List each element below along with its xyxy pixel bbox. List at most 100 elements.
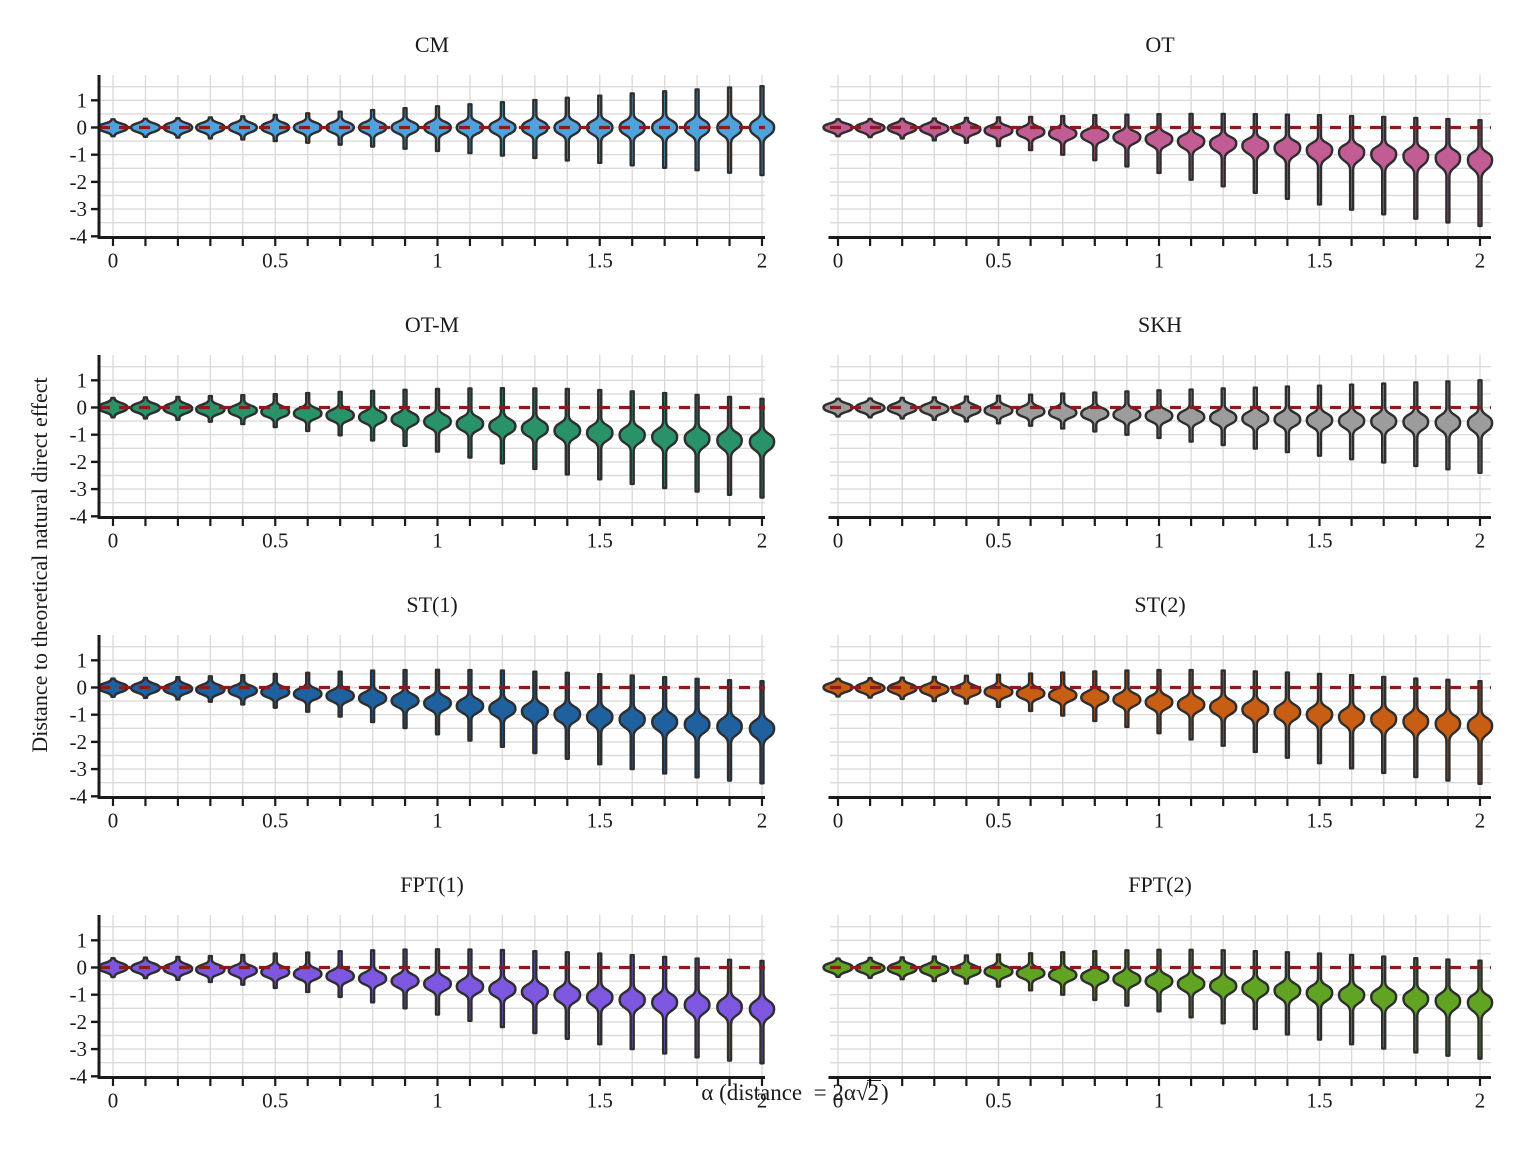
violin-shape [1337,383,1366,461]
x-tick-label: 0 [108,809,119,833]
violin-shape [520,670,549,755]
violin-shape [886,396,918,420]
x-tick-label: 0.5 [262,1089,288,1113]
x-tick-label: 0 [108,529,119,553]
violin-panel-st2: 0 0.5 1 1.5 2 [822,635,1494,833]
x-tick-label: 0 [833,809,844,833]
sqrt-sign: √ [855,1080,869,1105]
violin-shape [227,394,259,426]
x-tick-label: 0 [833,529,844,553]
x-tick-label: 1 [432,249,443,273]
violin-shape [1144,948,1174,1013]
panel-title-skh: SKH [1137,312,1183,337]
violin-shape [1434,380,1462,471]
violin-shape [1047,671,1078,717]
violin-shape [1337,953,1366,1046]
violin-shape [1305,952,1334,1041]
x-tick-label: 0.5 [262,529,288,553]
violin-shape [357,389,388,442]
violin-shape [520,98,549,160]
y-tick-label: -4 [70,224,88,248]
violin-panel-skh: 0 0.5 1 1.5 2 [822,355,1494,553]
violin-shape [618,674,646,771]
violin-shape [748,397,776,499]
violin-shape [1337,674,1366,770]
violin-shape [585,952,614,1046]
violin-shape [650,955,679,1055]
violin-shape [1273,951,1302,1036]
violin-shape [1466,680,1494,785]
x-tick-label: 0.5 [262,809,288,833]
y-tick-label: -1 [70,983,88,1007]
violin-shape [1402,381,1430,468]
violin-shape [1241,112,1270,194]
violin-shape [195,394,226,423]
violin-shape [1305,672,1334,765]
violin-shape [97,118,129,138]
violin-shape [1080,949,1110,1002]
x-tick-label: 1.5 [587,529,613,553]
violin-shape [1434,958,1462,1057]
violin-shape [390,388,420,448]
violin-shape [260,672,291,709]
violin-shape [650,391,679,490]
y-tick-label: -2 [70,450,88,474]
panel-title-fpt1: FPT(1) [400,872,464,897]
violin-shape [292,391,323,433]
x-tick-label: 2 [1475,809,1486,833]
y-tick-label: -4 [70,784,88,808]
x-tick-label: 2 [757,809,768,833]
violin-shape [1305,384,1334,457]
violin-shape [553,96,582,162]
x-axis-label-pre: α (distance = 2α [701,1080,856,1105]
violin-shape [1112,390,1142,436]
x-tick-label: 0.5 [985,1089,1011,1113]
violin-shape [951,954,982,985]
violin-shape [325,949,356,999]
violin-shape [585,672,614,766]
y-tick-label: 0 [77,676,88,700]
y-tick-label: -1 [70,703,88,727]
violin-shape [951,674,982,705]
violin-shape [488,948,517,1029]
violin-shape [1273,385,1302,454]
violin-shape [618,954,646,1051]
violin-shape [683,957,711,1059]
violin-shape [585,388,614,481]
y-tick-label: -4 [70,1064,88,1088]
x-tick-label: 1.5 [587,809,613,833]
violin-shape [1015,115,1046,152]
x-tick-label: 1.5 [1306,529,1332,553]
violin-shape [748,84,776,177]
violin-shape [292,951,323,994]
violin-shape [455,948,485,1023]
violin-shape [488,669,517,748]
violin-shape [1466,959,1494,1060]
y-tick-label: -1 [70,143,88,167]
violin-shape [1176,668,1206,741]
y-tick-label: 1 [77,928,88,952]
violin-shape [918,117,950,142]
violin-shape [357,108,388,148]
x-tick-label: 1 [1154,1089,1165,1113]
violin-shape [1047,392,1078,430]
violin-shape [1370,675,1398,775]
sqrt-radicand: 2 [866,1080,882,1105]
violin-shape [1080,114,1110,162]
violin-shape [325,670,356,718]
violin-shape [1402,116,1430,220]
y-tick-label: -3 [70,1037,88,1061]
violin-shape [683,677,711,779]
violin-shape [1176,388,1206,443]
panel-title-st2: ST(2) [1134,592,1186,617]
violin-shape [195,954,226,984]
violin-shape [553,387,582,476]
violin-shape [455,387,485,459]
violin-panel-fpt1: 1 0 -1 -2 -3 -4 0 0.5 1 1.5 2 [70,915,776,1113]
violin-shape [1370,382,1398,464]
violin-shape [1112,949,1142,1007]
violin-shape [162,395,194,421]
violin-shape [553,671,582,760]
violin-shape [886,676,918,701]
x-axis-label-post: ) [881,1080,889,1105]
